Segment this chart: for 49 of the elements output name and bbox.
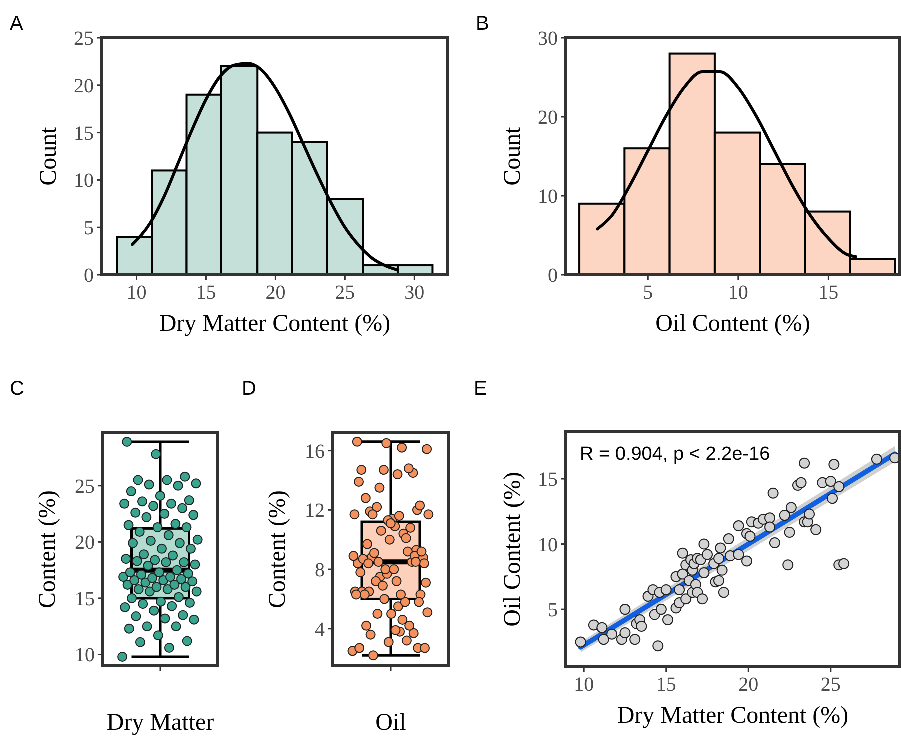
- y-tick-label: 10: [75, 644, 95, 667]
- x-tick-label: 15: [818, 282, 839, 304]
- y-tick-label: 15: [538, 469, 558, 491]
- y-tick-label: 20: [75, 532, 95, 554]
- y-axis-title: Count: [36, 126, 62, 186]
- y-tick-label: 0: [84, 265, 94, 287]
- chart-title: B: [476, 13, 490, 35]
- y-tick-label: 10: [74, 170, 94, 192]
- x-tick-label: 20: [266, 282, 286, 304]
- x-tick-label: 25: [335, 282, 356, 304]
- y-tick-label: 30: [538, 28, 558, 50]
- x-tick-label: 20: [738, 674, 759, 696]
- y-axis-title: Content (%): [35, 490, 61, 608]
- y-tick-label: 20: [74, 75, 94, 98]
- annotation: R = 0.904, p < 2.2e-16: [580, 444, 770, 465]
- x-tick-label: 15: [656, 674, 676, 696]
- x-tick-label: 10: [728, 282, 748, 304]
- chart-title: E: [474, 378, 488, 400]
- y-tick-label: 5: [84, 218, 94, 240]
- y-axis-title: Oil Content (%): [500, 472, 526, 627]
- y-axis-title: Content (%): [265, 490, 291, 608]
- y-tick-label: 25: [74, 28, 94, 50]
- x-tick-label: 25: [820, 674, 841, 696]
- x-tick-label: 10: [126, 282, 147, 304]
- y-tick-label: 0: [548, 265, 558, 287]
- y-tick-label: 4: [315, 618, 325, 641]
- x-tick-label: 10: [574, 674, 594, 696]
- x-tick-label: 30: [404, 282, 425, 304]
- chart-title: C: [10, 378, 24, 400]
- x-tick-label: Dry Matter: [106, 710, 214, 736]
- y-tick-label: 10: [538, 186, 558, 208]
- x-tick-label: 5: [643, 282, 654, 304]
- y-tick-label: 10: [538, 534, 558, 556]
- y-tick-label: 20: [538, 107, 558, 129]
- x-tick-label: Oil: [376, 710, 407, 736]
- y-tick-label: 16: [305, 440, 325, 463]
- y-axis-title: Count: [500, 126, 526, 186]
- x-axis-title: Dry Matter Content (%): [617, 703, 849, 729]
- y-tick-label: 8: [315, 560, 325, 582]
- y-tick-label: 15: [74, 122, 94, 145]
- y-tick-label: 5: [548, 600, 558, 622]
- y-tick-label: 25: [75, 476, 95, 498]
- x-axis-title: Dry Matter Content (%): [159, 311, 391, 337]
- chart-title: A: [10, 13, 24, 35]
- y-tick-label: 12: [305, 500, 325, 522]
- y-tick-label: 15: [75, 588, 95, 610]
- x-tick-label: 15: [196, 282, 216, 304]
- x-axis-title: Oil Content (%): [656, 311, 810, 337]
- chart-title: D: [242, 378, 256, 400]
